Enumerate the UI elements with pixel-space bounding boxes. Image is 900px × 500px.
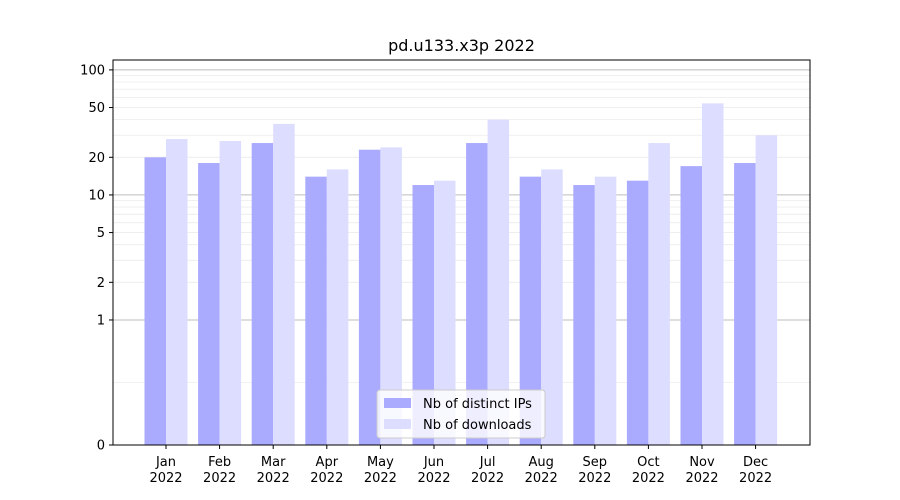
bar-distinct-ips: [573, 185, 595, 445]
x-tick-label-month: May: [367, 455, 394, 470]
x-tick-label-month: Oct: [637, 455, 659, 470]
x-tick-label-year: 2022: [149, 471, 182, 486]
bar-distinct-ips: [305, 176, 327, 445]
x-tick-label-month: Feb: [208, 455, 231, 470]
x-tick-label-year: 2022: [578, 471, 611, 486]
bar-distinct-ips: [198, 163, 220, 445]
bar-downloads: [648, 143, 670, 445]
bar-downloads: [219, 140, 242, 445]
y-tick-label: 50: [88, 101, 105, 116]
bar-downloads: [755, 135, 778, 445]
x-tick-label-month: Dec: [743, 455, 768, 470]
bar-distinct-ips: [412, 185, 434, 445]
bars: [144, 103, 778, 446]
legend-swatch: [384, 419, 411, 429]
y-tick-label: 1: [97, 313, 105, 328]
x-axis: Jan2022Feb2022Mar2022Apr2022May2022Jun20…: [149, 445, 772, 486]
y-tick-label: 2: [97, 276, 105, 291]
y-tick-label: 0: [97, 439, 105, 454]
x-tick-label-month: Nov: [689, 455, 715, 470]
bar-distinct-ips: [519, 176, 542, 445]
bar-downloads: [594, 176, 617, 445]
bar-downloads: [487, 119, 510, 446]
legend-box: [376, 389, 546, 439]
bar-distinct-ips: [144, 157, 166, 445]
bar-distinct-ips: [734, 163, 756, 445]
y-tick-label: 5: [97, 226, 105, 241]
x-tick-label-month: Jul: [479, 455, 496, 470]
x-tick-label-year: 2022: [364, 471, 397, 486]
x-tick-label-year: 2022: [257, 471, 290, 486]
x-tick-label-year: 2022: [471, 471, 504, 486]
y-tick-label: 10: [88, 188, 105, 203]
x-tick-label-year: 2022: [632, 471, 665, 486]
bar-downloads: [541, 169, 563, 445]
y-tick-label: 20: [88, 151, 105, 166]
legend-label: Nb of downloads: [423, 418, 532, 433]
y-tick-label: 100: [80, 63, 105, 78]
x-tick-label-year: 2022: [417, 471, 450, 486]
legend-label: Nb of distinct IPs: [423, 397, 532, 412]
plot-frame: [112, 59, 811, 446]
legend-swatch: [384, 398, 411, 408]
x-tick-label-month: Mar: [261, 455, 286, 470]
x-tick-label-month: Jun: [423, 455, 444, 470]
bar-distinct-ips: [466, 143, 488, 445]
x-tick-label-year: 2022: [685, 471, 718, 486]
legend: Nb of distinct IPs Nb of downloads: [376, 389, 546, 439]
x-tick-label-month: Apr: [316, 455, 339, 470]
bar-downloads: [380, 147, 402, 446]
bar-distinct-ips: [358, 149, 381, 446]
bar-distinct-ips: [680, 166, 702, 445]
bar-downloads: [434, 180, 456, 445]
x-tick-label-year: 2022: [310, 471, 343, 486]
bar-downloads: [166, 139, 188, 445]
x-tick-label-year: 2022: [203, 471, 236, 486]
y-axis: 0 1 2 5 10 20 50 100: [80, 63, 113, 454]
x-tick-label-month: Jan: [155, 455, 176, 470]
x-tick-label-year: 2022: [739, 471, 772, 486]
bar-downloads: [273, 123, 295, 445]
x-tick-label-month: Aug: [529, 455, 554, 470]
bar-distinct-ips: [626, 180, 649, 445]
bar-distinct-ips: [251, 143, 274, 445]
x-tick-label-month: Sep: [583, 455, 608, 470]
bar-downloads: [702, 103, 724, 446]
x-tick-label-year: 2022: [525, 471, 558, 486]
bar-downloads: [326, 169, 349, 445]
chart-title: pd.u133.x3p 2022: [388, 36, 535, 55]
